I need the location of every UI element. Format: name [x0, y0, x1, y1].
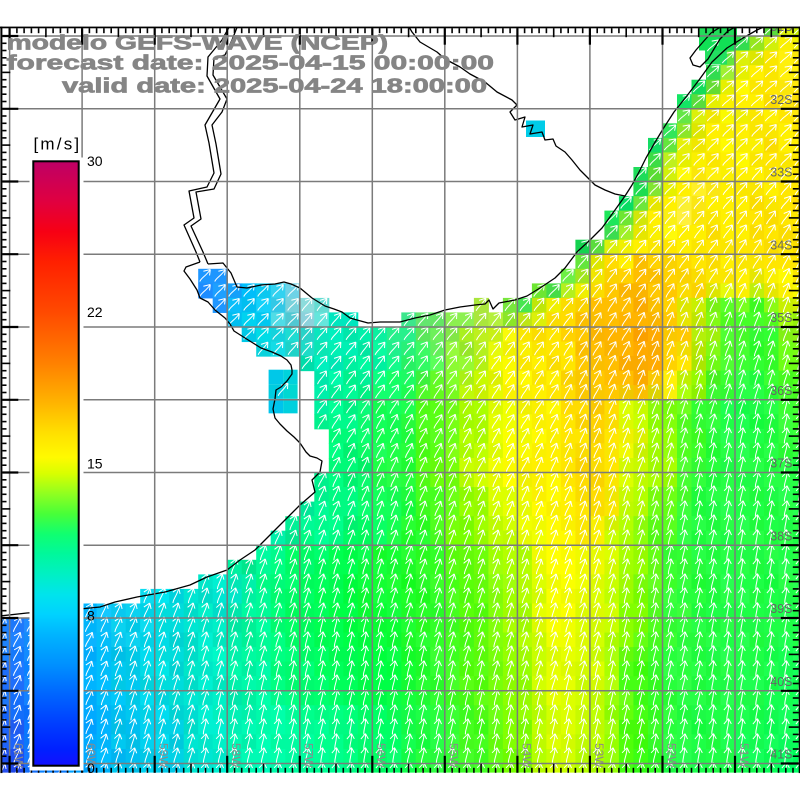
svg-text:59W: 59W — [157, 743, 171, 768]
svg-text:52W: 52W — [664, 743, 678, 768]
svg-text:51W: 51W — [737, 743, 751, 768]
svg-text:57W: 57W — [302, 743, 316, 768]
svg-text:60W: 60W — [84, 743, 98, 768]
svg-text:8: 8 — [87, 608, 95, 624]
svg-text:55W: 55W — [447, 743, 461, 768]
svg-text:30: 30 — [87, 153, 103, 169]
svg-text:40S: 40S — [770, 675, 792, 689]
svg-text:39S: 39S — [770, 602, 792, 616]
svg-text:53W: 53W — [592, 743, 606, 768]
svg-text:[m/s]: [m/s] — [34, 135, 82, 154]
svg-text:58W: 58W — [229, 743, 243, 768]
svg-text:54W: 54W — [519, 743, 533, 768]
svg-text:56W: 56W — [374, 743, 388, 768]
svg-text:35S: 35S — [770, 311, 792, 325]
svg-text:31S: 31S — [770, 20, 792, 34]
svg-text:37S: 37S — [770, 457, 792, 471]
svg-text:forecast date: 2025-04-15 00:0: forecast date: 2025-04-15 00:00:00 — [7, 53, 495, 75]
svg-text:38S: 38S — [770, 530, 792, 544]
svg-text:0: 0 — [87, 760, 95, 776]
svg-text:valid date: 2025-04-24 18:00:0: valid date: 2025-04-24 18:00:00 — [62, 75, 487, 97]
svg-text:41S: 41S — [770, 748, 792, 762]
svg-text:34S: 34S — [770, 238, 792, 252]
svg-text:modelo GEFS-WAVE (NCEP): modelo GEFS-WAVE (NCEP) — [7, 32, 389, 54]
svg-text:15: 15 — [87, 455, 103, 471]
svg-text:36S: 36S — [770, 384, 792, 398]
svg-text:32S: 32S — [770, 93, 792, 107]
svg-text:61W: 61W — [12, 743, 26, 768]
svg-text:22: 22 — [87, 304, 103, 320]
svg-text:33S: 33S — [770, 166, 792, 180]
